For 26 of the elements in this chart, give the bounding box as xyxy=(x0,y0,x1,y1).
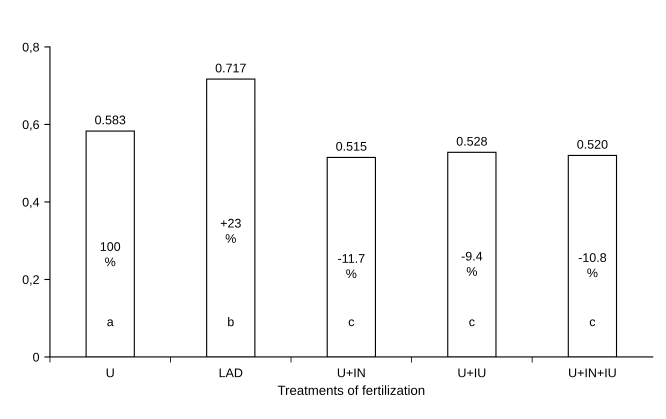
y-tick-label: 0 xyxy=(33,352,40,362)
data-label: 0.528 xyxy=(456,136,487,146)
x-tick-label: U+IN+IU xyxy=(569,368,616,378)
x-axis-title: Treatments of fertilization xyxy=(278,385,424,395)
annotation: -9.4 % xyxy=(462,252,482,276)
data-label: 0.583 xyxy=(95,116,126,124)
x-tick-label: LAD xyxy=(220,368,242,378)
data-label: 0.515 xyxy=(336,142,366,151)
annotation: a xyxy=(107,319,114,326)
annotation: c xyxy=(590,319,596,326)
data-label: 0.520 xyxy=(577,140,608,149)
annotation: b xyxy=(228,317,234,326)
annotation: +23 % xyxy=(220,218,241,243)
y-tick-label: 0,2 xyxy=(22,275,39,286)
y-tick-label: 0,8 xyxy=(22,42,39,54)
y-tick-label: 0,4 xyxy=(22,198,40,208)
annotation: -10.8 % xyxy=(578,253,606,278)
x-tick-label: U xyxy=(106,368,114,378)
annotation: 100 % xyxy=(100,242,120,266)
x-tick-label: U+IN xyxy=(338,368,365,378)
annotation: c xyxy=(348,319,354,326)
data-label: 0.717 xyxy=(216,64,246,72)
y-tick-label: 0,6 xyxy=(22,120,39,131)
annotation: -11.7 % xyxy=(338,254,364,278)
x-tick-label: U+IU xyxy=(458,368,486,378)
annotation: c xyxy=(469,319,475,326)
